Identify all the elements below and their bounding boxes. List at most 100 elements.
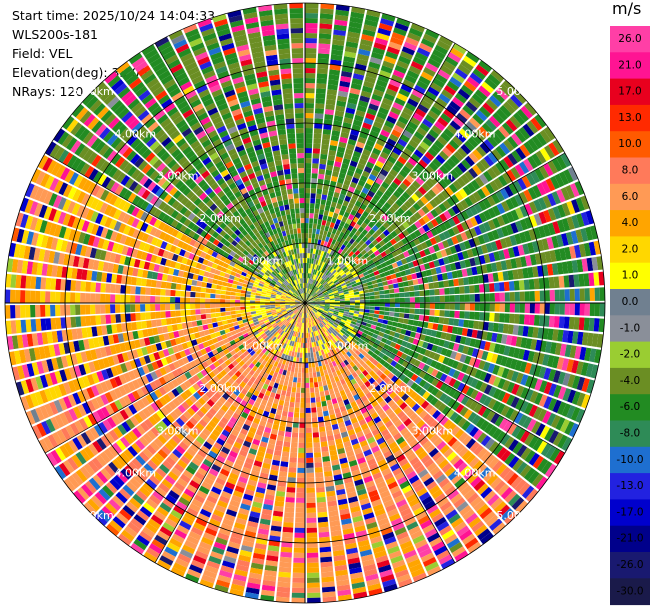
velocity-gate bbox=[511, 150, 523, 163]
velocity-gate bbox=[360, 153, 370, 161]
nrays-text: NRays: 120 bbox=[12, 84, 84, 99]
velocity-gate bbox=[312, 163, 319, 169]
velocity-gate bbox=[366, 214, 374, 221]
velocity-gate bbox=[335, 4, 350, 12]
velocity-gate bbox=[384, 298, 390, 303]
velocity-gate bbox=[398, 317, 404, 324]
velocity-gate bbox=[328, 74, 340, 81]
velocity-gate bbox=[374, 295, 380, 299]
velocity-gate bbox=[343, 179, 351, 186]
velocity-gate bbox=[557, 219, 566, 233]
velocity-gate bbox=[538, 211, 547, 225]
velocity-gate bbox=[320, 8, 334, 15]
velocity-gate bbox=[307, 342, 310, 348]
velocity-gate bbox=[382, 266, 389, 272]
velocity-gate bbox=[352, 73, 365, 81]
velocity-gate bbox=[327, 248, 332, 254]
velocity-gate bbox=[493, 177, 504, 190]
velocity-gate bbox=[379, 303, 385, 307]
velocity-gate bbox=[429, 237, 438, 246]
velocity-gate bbox=[317, 58, 329, 65]
velocity-gate bbox=[539, 147, 551, 162]
velocity-gate bbox=[457, 162, 468, 173]
velocity-gate bbox=[420, 241, 428, 250]
velocity-gate bbox=[387, 320, 394, 326]
velocity-gate bbox=[401, 46, 416, 56]
velocity-gate bbox=[337, 288, 343, 292]
velocity-gate bbox=[459, 108, 471, 120]
velocity-gate bbox=[448, 183, 458, 194]
velocity-gate bbox=[415, 163, 425, 173]
velocity-gate bbox=[413, 131, 425, 141]
velocity-gate bbox=[315, 281, 319, 287]
velocity-gate bbox=[464, 155, 475, 167]
velocity-gate bbox=[509, 115, 522, 129]
velocity-gate bbox=[310, 278, 313, 284]
velocity-gate bbox=[307, 577, 320, 583]
velocity-gate bbox=[362, 29, 376, 37]
velocity-gate bbox=[319, 551, 332, 558]
velocity-gate bbox=[379, 306, 385, 311]
velocity-gate bbox=[497, 175, 508, 187]
velocity-gate bbox=[300, 342, 303, 348]
velocity-gate bbox=[332, 288, 338, 293]
velocity-gate bbox=[421, 205, 430, 214]
velocity-gate bbox=[430, 82, 443, 93]
velocity-gate bbox=[308, 278, 311, 284]
velocity-gate bbox=[566, 200, 576, 215]
velocity-gate bbox=[388, 111, 399, 120]
velocity-gate bbox=[594, 303, 600, 317]
velocity-gate bbox=[354, 223, 361, 230]
velocity-gate bbox=[345, 254, 351, 261]
velocity-gate bbox=[305, 3, 319, 9]
velocity-gate bbox=[332, 196, 339, 203]
velocity-gate bbox=[321, 446, 329, 453]
velocity-gate bbox=[318, 386, 324, 392]
velocity-gate bbox=[356, 53, 370, 62]
velocity-gate bbox=[367, 66, 379, 75]
velocity-gate bbox=[488, 115, 501, 128]
velocity-gate bbox=[321, 273, 326, 279]
velocity-gate bbox=[404, 102, 417, 112]
velocity-gate bbox=[515, 207, 524, 220]
velocity-gate bbox=[414, 189, 424, 199]
velocity-gate bbox=[392, 321, 398, 327]
velocity-gate bbox=[364, 225, 372, 232]
velocity-gate bbox=[438, 150, 449, 161]
velocity-gate bbox=[308, 238, 312, 244]
velocity-gate bbox=[563, 275, 570, 288]
velocity-gate bbox=[308, 295, 313, 300]
velocity-gate bbox=[355, 58, 368, 66]
velocity-gate bbox=[442, 161, 453, 172]
velocity-gate bbox=[309, 298, 315, 302]
velocity-gate bbox=[394, 22, 409, 32]
velocity-gate bbox=[306, 557, 319, 563]
velocity-gate bbox=[312, 263, 316, 270]
velocity-gate bbox=[463, 319, 470, 328]
velocity-gate bbox=[349, 197, 357, 205]
velocity-gate bbox=[359, 131, 369, 140]
velocity-gate bbox=[312, 269, 316, 275]
velocity-gate bbox=[410, 60, 424, 71]
velocity-gate bbox=[344, 46, 358, 54]
velocity-gate bbox=[317, 178, 324, 185]
velocity-gate bbox=[279, 561, 292, 568]
velocity-gate bbox=[396, 186, 405, 195]
velocity-gate bbox=[354, 249, 361, 256]
velocity-gate bbox=[421, 155, 432, 165]
velocity-gate bbox=[336, 274, 342, 280]
velocity-gate bbox=[423, 192, 433, 202]
velocity-gate bbox=[384, 311, 390, 316]
velocity-gate bbox=[305, 337, 308, 343]
velocity-gate bbox=[324, 389, 330, 396]
velocity-gate bbox=[354, 300, 360, 303]
velocity-gate bbox=[383, 229, 390, 237]
velocity-gate bbox=[386, 173, 396, 182]
velocity-gate bbox=[339, 136, 348, 144]
velocity-gate bbox=[339, 256, 345, 262]
velocity-gate bbox=[352, 204, 360, 212]
velocity-gate bbox=[343, 117, 353, 124]
velocity-gate bbox=[286, 492, 296, 498]
velocity-gate bbox=[388, 316, 394, 322]
velocity-gate bbox=[556, 155, 567, 170]
